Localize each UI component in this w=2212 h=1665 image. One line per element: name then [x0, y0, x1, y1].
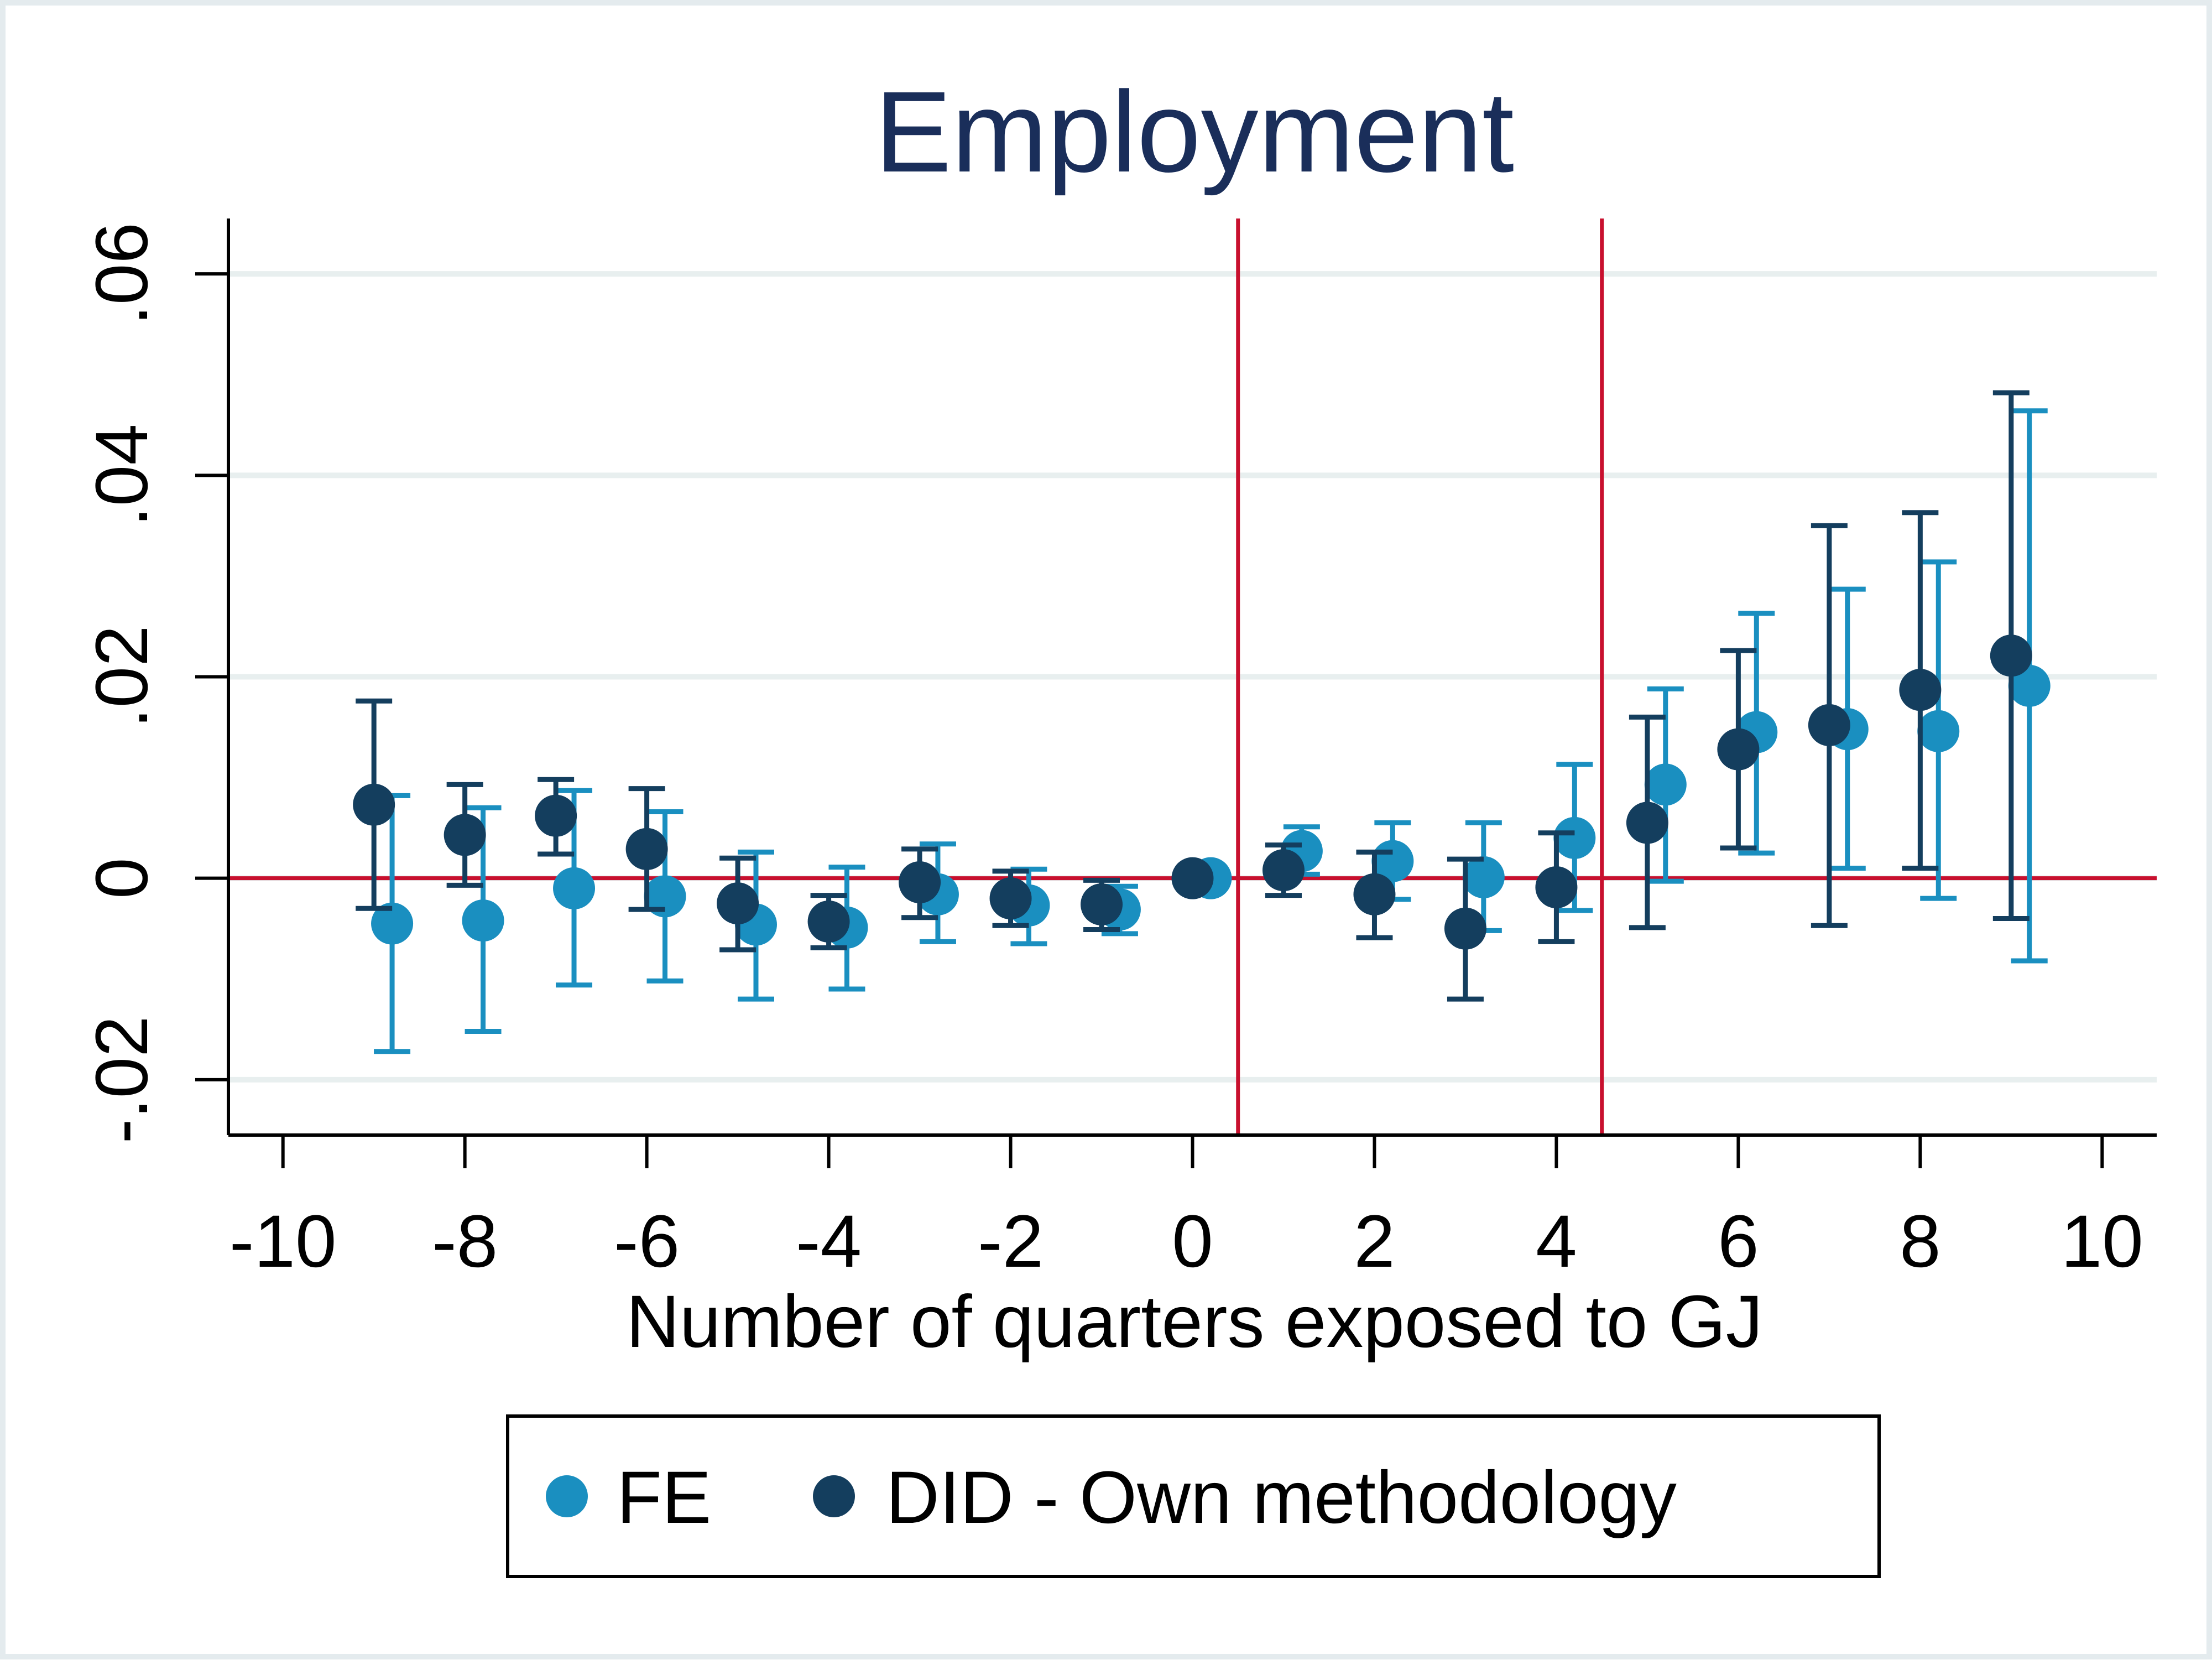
x-tick-label: 8	[1900, 1200, 1941, 1283]
data-point	[371, 902, 414, 945]
legend-label-fe: FE	[617, 1456, 711, 1539]
data-marks	[353, 390, 2051, 1054]
y-tick-label: .06	[81, 222, 163, 325]
x-tick-label: -10	[229, 1200, 337, 1283]
legend: FE DID - Own methodology	[506, 1414, 1881, 1578]
y-tick-label: .02	[81, 625, 163, 728]
axes: -10 -8 -6 -4 -2 0 2 4 6 8 10 -.02 0 .02 .04 .06	[81, 218, 2157, 1283]
legend-marker-fe	[546, 1475, 588, 1517]
data-point	[1462, 856, 1505, 898]
x-tick-label: 6	[1718, 1200, 1759, 1283]
data-point	[553, 867, 596, 909]
chart: Employment -10 -8 -6 -4 -2 0 2 4 6 8 10 -.02 0 .02 .04…	[81, 68, 2157, 1578]
data-point	[353, 783, 395, 826]
series-fe	[371, 408, 2051, 1054]
x-tick-label: -4	[796, 1200, 862, 1283]
x-tick-label: 4	[1536, 1200, 1577, 1283]
data-point	[989, 877, 1032, 920]
data-point	[1535, 866, 1578, 909]
legend-marker-did	[813, 1475, 855, 1517]
data-point	[535, 794, 577, 837]
data-point	[1990, 634, 2032, 677]
data-point	[1081, 883, 1123, 926]
y-tick-label: .04	[81, 424, 163, 527]
legend-box	[506, 1414, 1881, 1578]
data-point	[1626, 802, 1668, 844]
x-tick-label: -2	[978, 1200, 1044, 1283]
grid	[228, 271, 2157, 1083]
data-point	[2008, 664, 2051, 707]
y-tick-label: -.02	[81, 1016, 163, 1143]
x-tick-label: 2	[1354, 1200, 1395, 1283]
y-tick-label: 0	[81, 857, 163, 899]
series-did	[353, 390, 2032, 1002]
data-point	[1353, 873, 1396, 915]
x-tick-label: -6	[614, 1200, 680, 1283]
chart-title: Employment	[875, 68, 1514, 196]
data-point	[1808, 704, 1850, 746]
data-point	[1553, 816, 1596, 859]
data-point	[807, 900, 850, 943]
data-point	[1717, 728, 1760, 771]
data-point	[717, 882, 759, 925]
x-tick-label: -8	[432, 1200, 498, 1283]
data-point	[444, 814, 486, 856]
data-point	[899, 861, 941, 903]
x-tick-label: 0	[1172, 1200, 1213, 1283]
data-point	[462, 899, 504, 942]
data-point	[1171, 857, 1214, 899]
data-point	[1917, 710, 1960, 752]
data-point	[1644, 763, 1687, 806]
x-axis-title: Number of quarters exposed to GJ	[626, 1281, 1763, 1363]
data-point	[1262, 849, 1305, 892]
data-point	[644, 875, 686, 918]
legend-label-did: DID - Own methodology	[886, 1456, 1677, 1539]
x-tick-label: 10	[2061, 1200, 2143, 1283]
data-point	[1899, 669, 1942, 711]
data-point	[625, 828, 668, 870]
data-point	[1444, 907, 1486, 950]
